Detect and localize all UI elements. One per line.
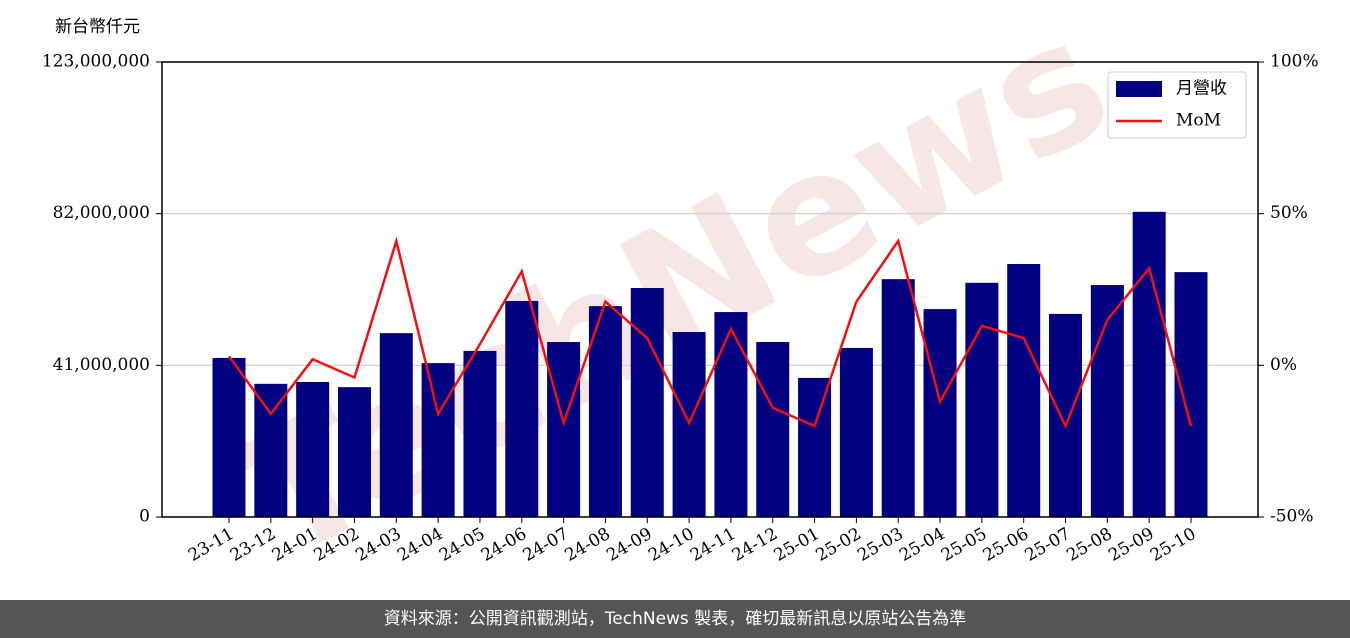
- chart: 新台幣仟元 TechNews 041,000,00082,000,000123,…: [42, 0, 1319, 599]
- x-tick-label: 24-09: [603, 524, 655, 566]
- bar: [337, 387, 371, 517]
- y-tick-label: 82,000,000: [53, 203, 150, 223]
- x-tick-label: 24-07: [520, 524, 572, 566]
- bar: [798, 377, 832, 517]
- y-tick-label: 41,000,000: [53, 355, 150, 375]
- x-tick-label: 24-10: [645, 524, 697, 566]
- y-axis-label: 新台幣仟元: [55, 17, 140, 37]
- line: [227, 236, 1193, 430]
- x-tick-label: 23-11: [185, 524, 237, 566]
- x-tick-label: 25-10: [1147, 524, 1199, 566]
- y-tick-label: 123,000,000: [42, 52, 150, 72]
- bar: [212, 357, 246, 517]
- x-tick-label: 24-11: [687, 524, 739, 566]
- bar: [588, 306, 622, 517]
- bar: [1007, 263, 1041, 517]
- legend-label: MoM: [1176, 111, 1221, 131]
- bar: [1090, 285, 1124, 517]
- bar: [714, 312, 748, 517]
- footer: 資料來源：公開資訊觀測站，TechNews 製表，確切最新訊息以原站公告為準: [0, 600, 1350, 638]
- bar: [505, 300, 539, 517]
- x-tick-label: 25-03: [854, 524, 906, 566]
- bar: [421, 363, 455, 517]
- bar: [254, 383, 288, 517]
- bar: [1132, 211, 1166, 517]
- x-tick-label: 24-06: [478, 524, 530, 566]
- x-tick-label: 25-04: [896, 524, 948, 566]
- x-tick-label: 25-09: [1105, 524, 1157, 566]
- x-tick-label: 24-12: [729, 524, 781, 566]
- y2-tick-label: 50%: [1270, 203, 1308, 223]
- x-tick-label: 25-08: [1063, 524, 1115, 566]
- plot-frame: [161, 61, 1259, 518]
- x-tick-label: 24-08: [561, 524, 613, 566]
- bar: [965, 282, 999, 517]
- bar: [756, 342, 790, 517]
- x-tick-label: 25-06: [980, 524, 1032, 566]
- x-tick-label: 25-05: [938, 524, 990, 566]
- y2-tick-label: 100%: [1270, 52, 1319, 72]
- bar: [1049, 313, 1083, 517]
- bar: [547, 342, 581, 517]
- x-tick-label: 24-05: [436, 524, 488, 566]
- bar: [923, 309, 957, 517]
- x-tick-label: 25-07: [1022, 524, 1074, 566]
- legend-swatch: [1116, 81, 1162, 97]
- x-tick-label: 25-02: [812, 524, 864, 566]
- x-tick-label: 25-01: [771, 524, 823, 566]
- bar: [1174, 272, 1208, 517]
- bar: [630, 288, 664, 517]
- y2-tick-label: -50%: [1270, 507, 1314, 527]
- bar: [379, 333, 413, 517]
- y-tick-label: 0: [139, 507, 150, 527]
- y2-tick-label: 0%: [1270, 355, 1297, 375]
- bar: [881, 279, 915, 517]
- bar: [463, 350, 497, 517]
- x-tick-label: 23-12: [227, 524, 279, 566]
- bar: [296, 381, 330, 517]
- legend-label: 月營收: [1176, 79, 1227, 99]
- bar: [839, 347, 873, 517]
